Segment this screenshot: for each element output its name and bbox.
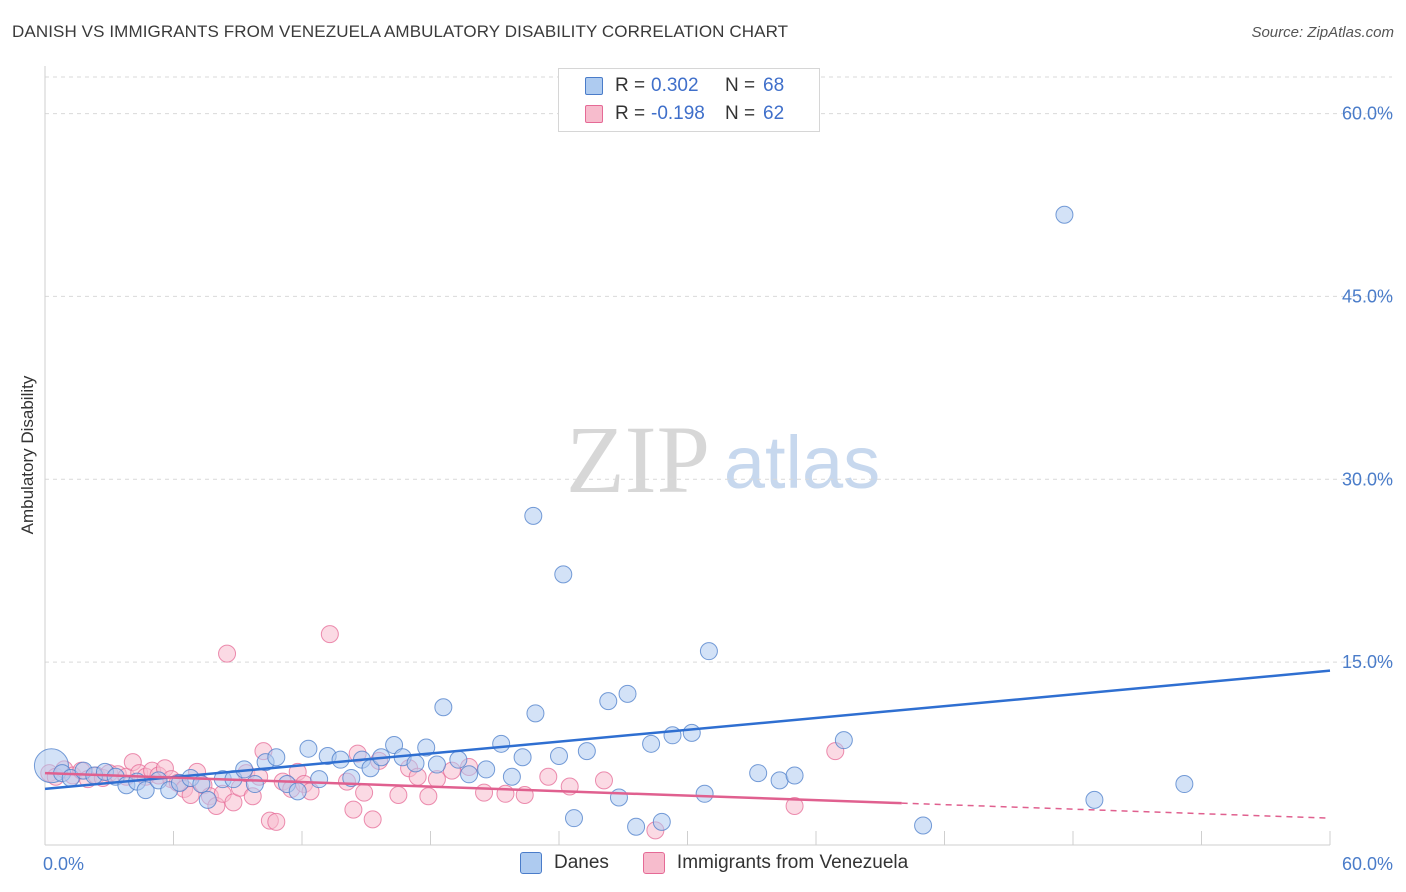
y-tick-labels: 15.0% 30.0% 45.0% 60.0% (1342, 104, 1393, 673)
bottom-legend-swatch-venezuela (642, 852, 665, 874)
legend-row-venezuela: R = -0.198 N = 62 (585, 101, 784, 127)
venezuela-point (344, 800, 363, 819)
legend-r-value: 0.302 (651, 75, 699, 96)
x-tick-label-min: 0.0% (43, 854, 84, 874)
danes-point (502, 767, 521, 786)
trend-line-danes (44, 669, 1331, 791)
danes-point (682, 723, 701, 742)
danes-point (554, 565, 573, 584)
danes-point (245, 775, 264, 794)
bottom-legend-label-danes: Danes (554, 852, 609, 873)
bottom-legend: Danes Immigrants from Venezuela (520, 852, 942, 874)
venezuela-point (785, 796, 804, 815)
x-tick-labels: 0.0% 60.0% (43, 854, 1393, 874)
legend-swatch-venezuela (585, 105, 603, 123)
venezuela-point (267, 812, 286, 831)
legend-r-value: -0.198 (651, 103, 705, 124)
danes-point (198, 790, 217, 809)
danes-point (299, 739, 318, 758)
legend-n-value: 68 (763, 75, 785, 96)
danes-point (564, 809, 583, 828)
x-tick-label-max: 60.0% (1342, 854, 1393, 874)
venezuela-point (475, 783, 494, 802)
legend: R = 0.302 N = 68 R = -0.198 N = 62 (558, 68, 820, 132)
danes-point (434, 698, 453, 717)
bottom-legend-venezuela: Immigrants from Venezuela (642, 852, 909, 874)
danes-point (1055, 205, 1074, 224)
danes-point (577, 742, 596, 761)
danes-point (267, 748, 286, 767)
axes (44, 66, 1331, 846)
danes-point (599, 692, 618, 711)
danes-point (406, 754, 425, 773)
danes-point (288, 782, 307, 801)
bottom-legend-swatch-danes (520, 852, 542, 874)
series-danes-points (33, 205, 1194, 836)
trend-line-venezuela (44, 771, 902, 805)
venezuela-point (539, 767, 558, 786)
danes-point (136, 781, 155, 800)
danes-point (1175, 775, 1194, 794)
venezuela-point (218, 644, 237, 663)
watermark: ZIP atlas (566, 406, 880, 513)
danes-point (524, 506, 543, 525)
danes-point (460, 765, 479, 784)
danes-point (526, 704, 545, 723)
y-tick-label: 45.0% (1342, 286, 1393, 306)
danes-point (914, 816, 933, 835)
y-tick-label: 30.0% (1342, 469, 1393, 489)
danes-point (699, 642, 718, 661)
danes-point (449, 750, 468, 769)
danes-point (663, 726, 682, 745)
source-label: Source: ZipAtlas.com (1251, 24, 1394, 41)
legend-r-label: R = (615, 75, 646, 96)
danes-point (609, 788, 628, 807)
watermark-zip: ZIP (566, 406, 710, 513)
venezuela-point (419, 787, 438, 806)
y-tick-label: 15.0% (1342, 652, 1393, 672)
danes-point (749, 764, 768, 783)
y-tick-label: 60.0% (1342, 104, 1393, 124)
danes-point (695, 784, 714, 803)
venezuela-point (594, 771, 613, 790)
chart-title: DANISH VS IMMIGRANTS FROM VENEZUELA AMBU… (12, 22, 789, 41)
danes-point (342, 768, 361, 787)
bottom-legend-label-venezuela: Immigrants from Venezuela (676, 852, 909, 873)
danes-point (492, 734, 511, 753)
danes-point (785, 766, 804, 785)
venezuela-point (389, 786, 408, 805)
legend-n-label: N = (725, 75, 756, 96)
legend-r-label: R = (615, 103, 646, 124)
bottom-legend-danes: Danes (520, 852, 609, 874)
venezuela-point (320, 625, 339, 644)
danes-point (513, 748, 532, 767)
legend-swatch-danes (585, 77, 603, 95)
series-venezuela-points (40, 625, 845, 840)
danes-point (417, 738, 436, 757)
danes-point (477, 760, 496, 779)
gridlines (45, 76, 1392, 663)
danes-point (310, 770, 329, 789)
trend-lines (44, 669, 1331, 819)
danes-point (642, 734, 661, 753)
venezuela-point (363, 810, 382, 829)
danes-point (627, 817, 646, 836)
venezuela-point (355, 783, 374, 802)
danes-point (652, 812, 671, 831)
danes-point (427, 755, 446, 774)
trend-line-venezuela-extension (901, 802, 1331, 819)
legend-n-label: N = (725, 103, 756, 124)
danes-point (618, 684, 637, 703)
watermark-atlas: atlas (724, 421, 880, 504)
danes-point (385, 736, 404, 755)
danes-point (770, 771, 789, 790)
danes-point (1085, 790, 1104, 809)
danes-point (331, 750, 350, 769)
legend-row-danes: R = 0.302 N = 68 (585, 73, 784, 99)
danes-point (550, 747, 568, 766)
legend-n-value: 62 (763, 103, 785, 124)
danes-point (834, 731, 853, 750)
